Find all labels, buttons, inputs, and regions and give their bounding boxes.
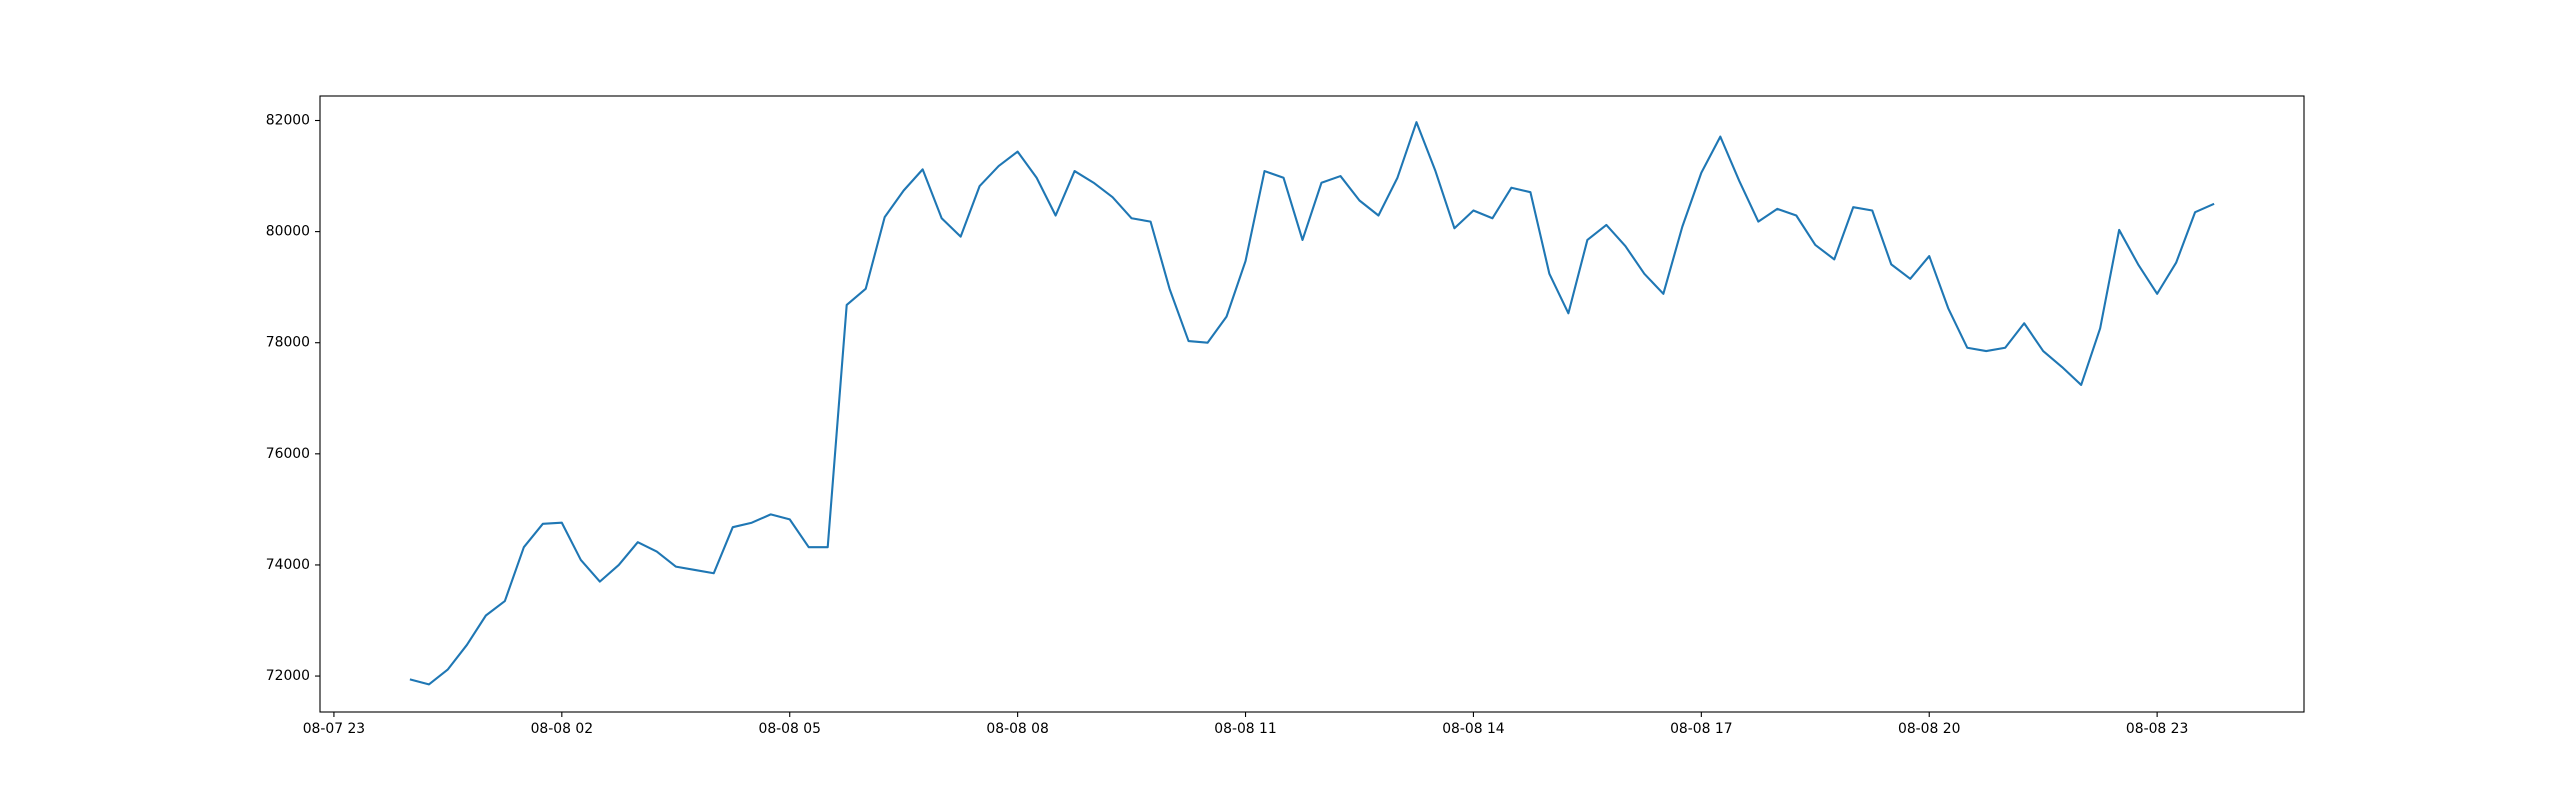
y-tick-label: 72000 (266, 668, 310, 684)
x-tick-label: 08-08 11 (1214, 721, 1276, 737)
plot-frame (319, 95, 2305, 713)
x-tick-label: 08-08 14 (1442, 721, 1505, 737)
y-tick-label: 80000 (266, 224, 310, 240)
x-tick-label: 08-08 23 (2126, 721, 2188, 737)
x-tick-label: 08-08 17 (1670, 721, 1732, 737)
y-tick-label: 78000 (266, 335, 310, 351)
x-tick-label: 08-08 20 (1898, 721, 1960, 737)
y-tick-label: 82000 (266, 113, 310, 129)
x-tick-label: 08-08 05 (758, 721, 820, 737)
x-tick-label: 08-07 23 (303, 721, 365, 737)
line (409, 121, 2215, 686)
y-tick-label: 74000 (266, 557, 310, 573)
y-tick-label: 76000 (266, 446, 310, 462)
x-tick-label: 08-08 02 (531, 721, 593, 737)
x-tick-label: 08-08 08 (986, 721, 1048, 737)
